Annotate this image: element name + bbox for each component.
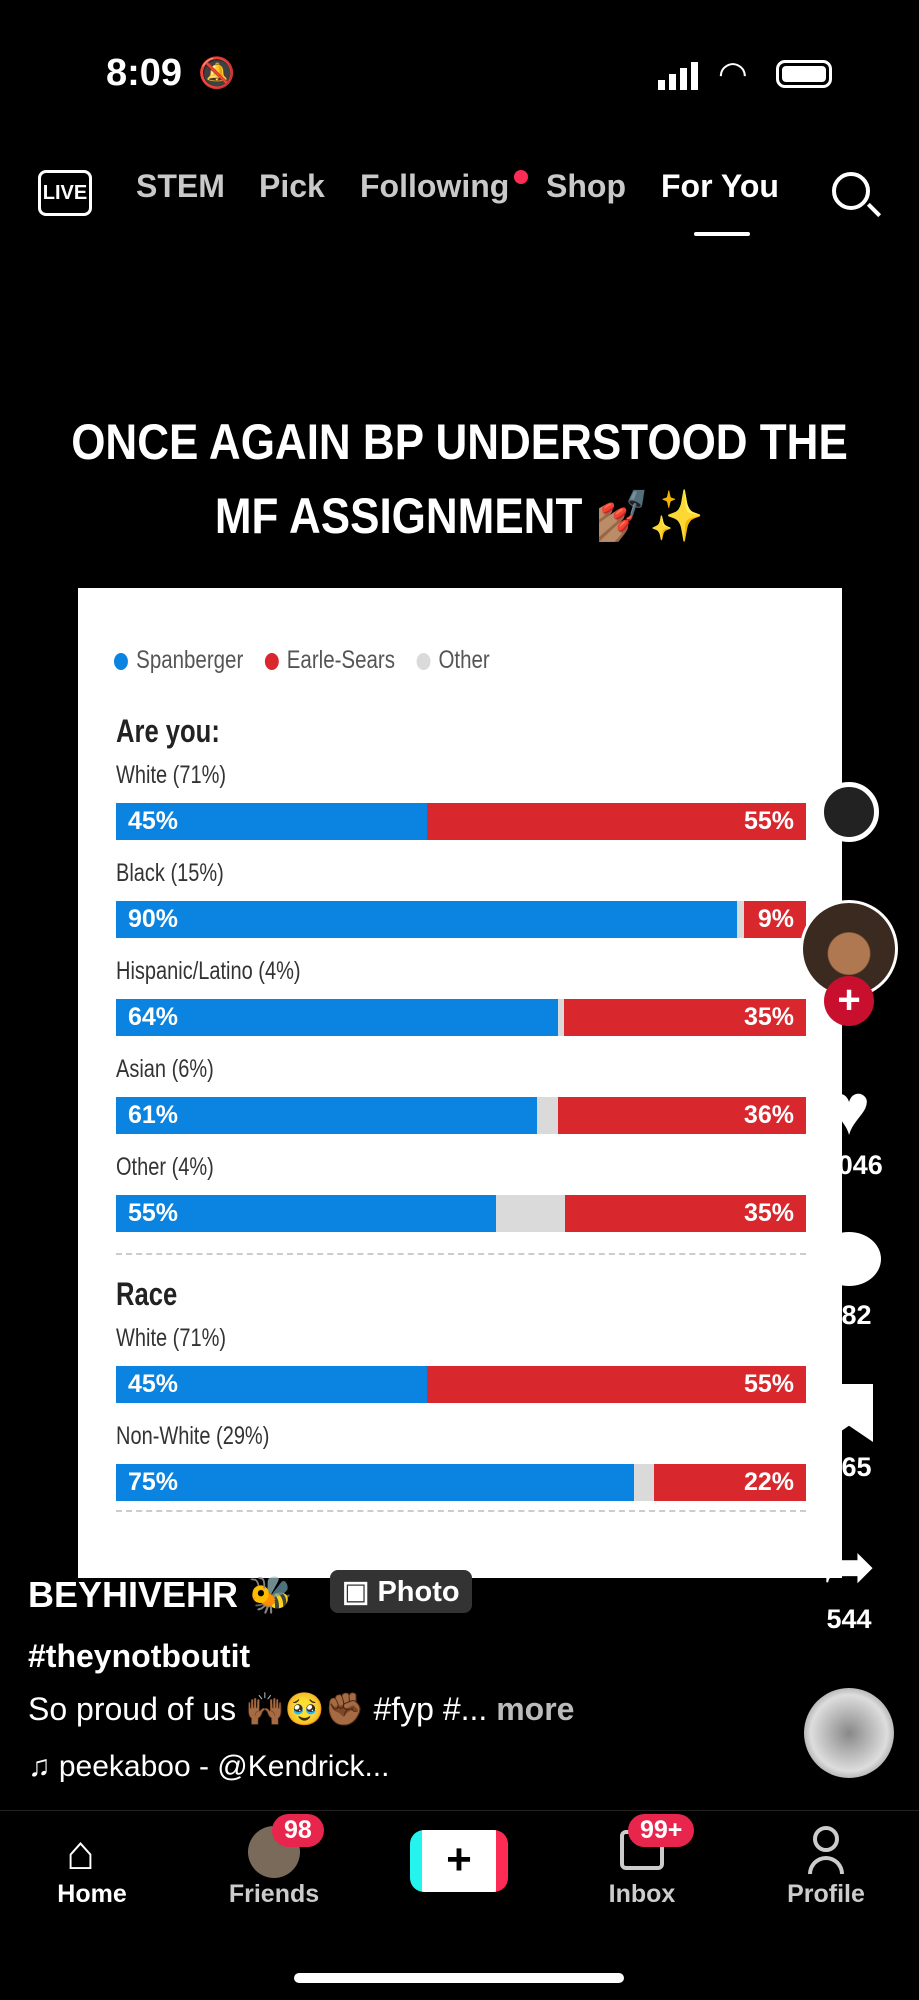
bell-muted-icon: 🔕 (198, 57, 236, 90)
create-button[interactable]: + (410, 1830, 508, 1892)
bar-segment-earle-sears: 36% (557, 1097, 806, 1134)
bar-segment-other (737, 901, 744, 938)
bar-segment-other (557, 999, 565, 1036)
bar-segment-other (495, 1195, 565, 1232)
bar-segment-spanberger: 61% (116, 1097, 537, 1134)
overlay-title: ONCE AGAIN BP UNDERSTOOD THE MF ASSIGNMEN… (71, 414, 848, 544)
bar-segment-spanberger: 45% (116, 803, 427, 840)
bar-segment-spanberger: 45% (116, 1366, 427, 1403)
bar-segment-earle-sears: 9% (743, 901, 806, 938)
search-icon[interactable] (832, 172, 882, 218)
row-label: Asian (6%) (116, 1055, 214, 1083)
caption-text: So proud of us 🙌🏾🥹✊🏾 #fyp #... more (28, 1691, 575, 1727)
username[interactable]: BEYHIVEHR 🐝 (28, 1574, 293, 1615)
more-link[interactable]: more (496, 1691, 575, 1727)
save-count: 465 (826, 1452, 872, 1482)
legend-other: Other (416, 646, 490, 675)
row-label: White (71%) (116, 1324, 227, 1352)
tab-for-you[interactable]: For You (661, 168, 779, 204)
stacked-bar: 55% 35% (116, 1195, 806, 1232)
stacked-bar: 64% 35% (116, 999, 806, 1036)
face-filter-button[interactable] (799, 782, 899, 842)
tab-pick[interactable]: Pick (259, 168, 325, 204)
nav-friends[interactable]: Friends (228, 1880, 320, 1908)
status-time: 8:09 (106, 52, 183, 94)
inbox-badge: 99+ (628, 1814, 695, 1847)
home-icon[interactable]: ⌂ (66, 1827, 95, 1880)
legend-spanberger: Spanberger (114, 646, 243, 675)
share-count: 544 (826, 1604, 872, 1634)
section-divider (116, 1510, 806, 1512)
stacked-bar: 75% 22% (116, 1464, 806, 1501)
notification-dot (514, 170, 528, 184)
section-title: Are you: (116, 713, 220, 749)
tab-stem[interactable]: STEM (136, 168, 225, 204)
comment-icon[interactable] (799, 1232, 899, 1286)
tab-following[interactable]: Following (360, 168, 510, 204)
tab-shop[interactable]: Shop (546, 168, 626, 204)
active-tab-underline (694, 232, 750, 236)
nav-profile[interactable]: Profile (787, 1880, 865, 1908)
row-label: Hispanic/Latino (4%) (116, 957, 301, 985)
bar-segment-other (633, 1464, 655, 1501)
bar-segment-spanberger: 64% (116, 999, 558, 1036)
nav-inbox[interactable]: Inbox (608, 1880, 676, 1908)
comment-count: 882 (826, 1300, 872, 1330)
photo-badge: ▣ Photo (330, 1570, 472, 1613)
bar-segment-earle-sears: 22% (654, 1464, 806, 1501)
bar-segment-spanberger: 90% (116, 901, 737, 938)
chart-legend: Spanberger Earle-Sears Other (114, 646, 490, 675)
section-divider (116, 1253, 806, 1255)
wifi-icon: ◠ (718, 55, 748, 93)
stacked-bar: 90% 9% (116, 901, 806, 938)
stacked-bar: 45% 55% (116, 1366, 806, 1403)
share-icon[interactable]: ➦ (823, 1533, 875, 1600)
bar-segment-earle-sears: 55% (426, 1366, 806, 1403)
home-indicator (294, 1973, 624, 1983)
bar-segment-earle-sears: 35% (564, 1195, 806, 1232)
profile-icon[interactable] (808, 1826, 844, 1876)
like-count: 9,046 (815, 1150, 883, 1180)
legend-earle-sears: Earle-Sears (264, 646, 395, 675)
caption-hashtag[interactable]: #theynotboutit (28, 1638, 251, 1674)
music-disc[interactable] (804, 1688, 894, 1778)
follow-plus-button[interactable]: + (824, 976, 874, 1026)
signal-icon (658, 62, 698, 90)
heart-icon[interactable]: ♥ (827, 1070, 871, 1150)
row-label: White (71%) (116, 761, 227, 789)
row-label: Black (15%) (116, 859, 224, 887)
stacked-bar: 45% 55% (116, 803, 806, 840)
music-label[interactable]: ♫ peekaboo - @Kendrick... (28, 1750, 390, 1783)
live-button[interactable]: LIVE (38, 170, 92, 216)
stacked-bar: 61% 36% (116, 1097, 806, 1134)
battery-icon (776, 60, 832, 88)
bar-segment-earle-sears: 55% (426, 803, 806, 840)
bookmark-icon[interactable] (799, 1384, 899, 1442)
nav-home[interactable]: Home (57, 1880, 127, 1908)
bar-segment-spanberger: 55% (116, 1195, 496, 1232)
row-label: Non-White (29%) (116, 1422, 270, 1450)
row-label: Other (4%) (116, 1153, 214, 1181)
bottom-nav-divider (0, 1810, 919, 1811)
section-title: Race (116, 1276, 178, 1312)
friends-badge: 98 (272, 1814, 324, 1847)
bar-segment-other (536, 1097, 558, 1134)
bar-segment-spanberger: 75% (116, 1464, 634, 1501)
bar-segment-earle-sears: 35% (564, 999, 806, 1036)
chart-image: Spanberger Earle-Sears Other Are you: Whi… (78, 588, 842, 1578)
